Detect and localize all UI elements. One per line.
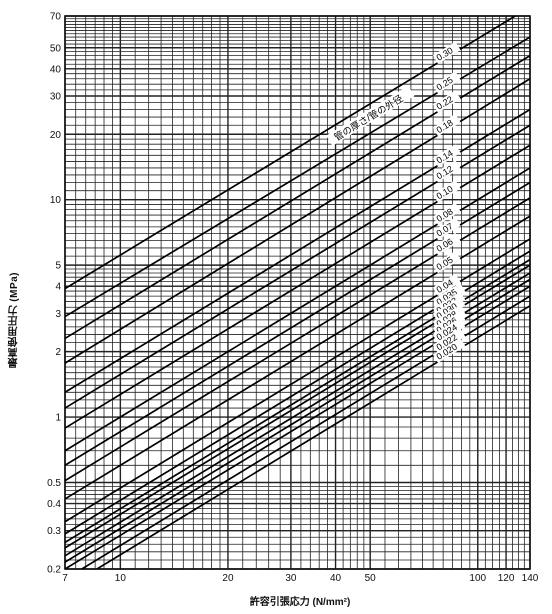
y-axis-title-box: 最高使用圧力 (MPa) (2, 220, 26, 420)
series-line (65, 108, 530, 394)
series-label-bg (432, 251, 461, 274)
series-label-bg (432, 41, 461, 64)
x-tick-label: 20 (222, 573, 234, 584)
curve-title-bg (326, 85, 415, 146)
y-tick-label: 30 (50, 91, 62, 102)
y-tick-label: 50 (50, 43, 62, 54)
y-tick-label: 10 (50, 195, 62, 206)
y-tick-label: 0.2 (47, 565, 61, 576)
series-label-bg (432, 144, 461, 167)
series-label-bg (432, 217, 461, 240)
series-line (65, 16, 517, 290)
x-axis-title: 許容引張応力 (N/mm²) (249, 597, 351, 608)
series-label-bg (432, 283, 466, 309)
y-tick-label: 5 (55, 261, 61, 272)
x-tick-label: 7 (62, 573, 68, 584)
series-label-bg (432, 337, 466, 363)
series-label-group: 0.30 (432, 41, 461, 64)
y-tick-label: 40 (50, 64, 62, 75)
x-tick-label: 40 (330, 573, 342, 584)
y-axis-title: 最高使用圧力 (MPa) (8, 272, 20, 368)
y-tick-label: 3 (55, 309, 61, 320)
tick-labels: 0.2 0.3 0.4 0.5 1 2 3 4 5 10 20 30 40 50 70 7 10 20 30 40 50… (47, 12, 539, 585)
series-label-bg (432, 232, 461, 255)
series-label-bg (432, 71, 461, 94)
series-label-bg (432, 297, 466, 323)
series-label-bg (432, 328, 466, 354)
x-tick-label: 30 (285, 573, 297, 584)
x-axis-title-box: 許容引張応力 (N/mm²) (200, 592, 400, 608)
x-tick-label: 50 (365, 573, 377, 584)
y-tick-label: 70 (50, 12, 62, 23)
series-label-bg (432, 318, 466, 344)
series-label-bg (432, 90, 461, 113)
series-line (65, 215, 530, 500)
series-label-bg (432, 160, 461, 183)
y-tick-label: 1 (55, 413, 61, 424)
y-tick-label: 20 (50, 130, 62, 141)
x-tick-label: 120 (498, 573, 515, 584)
series-label-bg (432, 180, 461, 203)
x-tick-label: 140 (522, 573, 539, 584)
series-line (96, 305, 530, 569)
y-tick-label: 0.3 (47, 526, 61, 537)
series-label-bg (432, 113, 461, 137)
series-label-bg (432, 202, 461, 226)
x-tick-label: 100 (469, 573, 486, 584)
y-tick-label: 2 (55, 347, 61, 358)
y-tick-label: 4 (55, 282, 61, 293)
y-tick-label: 0.4 (47, 499, 61, 510)
x-tick-label: 10 (115, 573, 127, 584)
plot-frame (64, 15, 531, 570)
series-label-bg (432, 273, 461, 297)
y-tick-label: 0.5 (47, 478, 61, 489)
